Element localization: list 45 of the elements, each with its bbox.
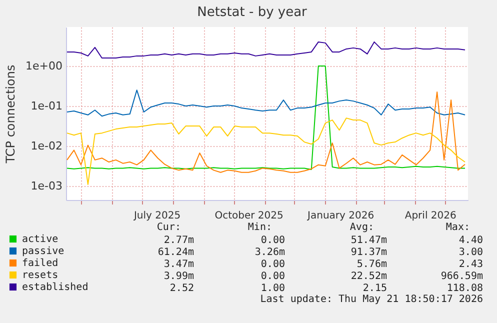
- text: 22.52m: [350, 271, 387, 282]
- text: 118.08: [446, 283, 483, 294]
- text: 2.77m: [164, 235, 194, 246]
- y-tick-label: 1e-01: [30, 100, 62, 113]
- y-tick-label: 1e+00: [26, 59, 62, 72]
- x-tick-label: July 2025: [132, 210, 181, 222]
- text: 3.47m: [164, 259, 194, 270]
- text: 3.99m: [164, 271, 194, 282]
- x-tick-label: October 2025: [214, 210, 284, 222]
- y-tick-label: 1e-02: [30, 140, 62, 153]
- text: Cur:: [156, 222, 181, 233]
- text: 0.00: [260, 259, 285, 270]
- text: Min:: [248, 222, 272, 233]
- text: 3.00: [458, 247, 483, 258]
- legend-label: failed: [22, 258, 58, 269]
- text: Avg:: [350, 222, 374, 233]
- text: 5.76m: [356, 259, 387, 270]
- text: Max:: [446, 222, 470, 233]
- line-series: [66, 41, 466, 59]
- text: 0.00: [260, 271, 285, 282]
- x-tick-label: January 2026: [306, 210, 374, 222]
- legend-label: passive: [22, 246, 64, 257]
- line-series: [66, 91, 466, 173]
- legend-label: active: [22, 234, 58, 245]
- y-tick-label: 1e-03: [30, 180, 62, 193]
- text: 3.26m: [254, 247, 285, 258]
- text: 2.52: [170, 283, 194, 294]
- y-axis-title: TCP connections: [4, 64, 18, 164]
- text: 2.43: [458, 259, 483, 270]
- line-series: [66, 65, 466, 170]
- legend-label: established: [22, 282, 88, 293]
- text: 966.59m: [440, 271, 483, 282]
- text: 4.40: [458, 235, 483, 246]
- text: 1.00: [260, 283, 285, 294]
- text: 91.37m: [350, 247, 387, 258]
- text: 0.00: [260, 235, 285, 246]
- line-series: [66, 118, 466, 185]
- x-tick-label: April 2026: [404, 210, 456, 222]
- text: 61.24m: [158, 247, 194, 258]
- chart-title: Netstat - by year: [197, 5, 308, 20]
- text: 2.15: [362, 283, 387, 294]
- legend-label: resets: [22, 270, 58, 281]
- text: 51.47m: [350, 235, 387, 246]
- line-series: [66, 90, 466, 117]
- text: Last update: Thu May 21 18:50:17 2026: [260, 294, 483, 305]
